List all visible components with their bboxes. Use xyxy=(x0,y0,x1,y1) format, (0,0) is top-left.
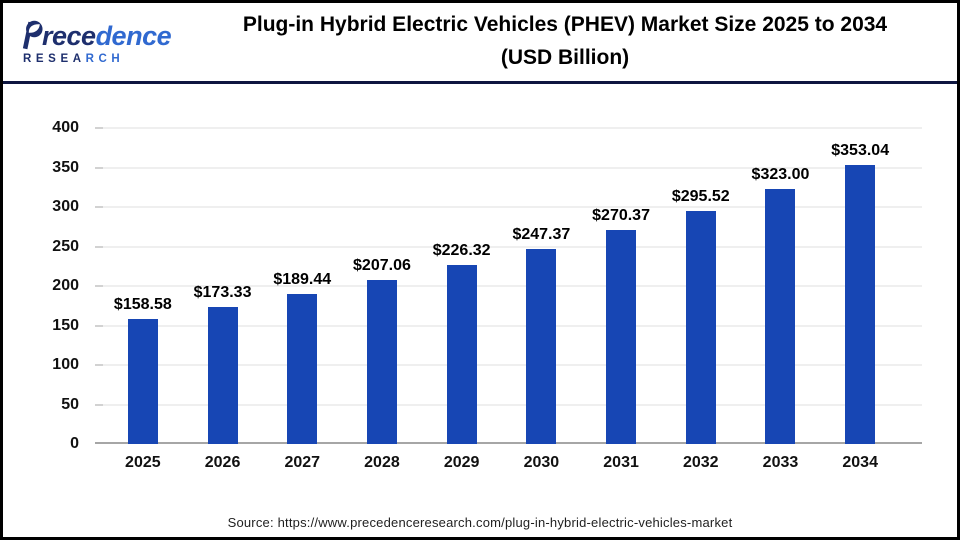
y-axis-tick-label: 300 xyxy=(52,198,79,215)
bar-2030 xyxy=(526,248,557,444)
bar-2031 xyxy=(606,230,637,444)
bar-column: $173.33 xyxy=(183,128,263,444)
bar-2032 xyxy=(685,210,716,444)
chart-title-line1: Plug-in Hybrid Electric Vehicles (PHEV) … xyxy=(242,13,888,37)
bar-column: $295.52 xyxy=(661,128,741,444)
x-axis-tick-label: 2034 xyxy=(842,454,878,471)
gridline xyxy=(95,206,922,208)
bar-column: $226.32 xyxy=(422,128,502,444)
bar-2027 xyxy=(287,294,318,444)
x-axis-tick-label: 2033 xyxy=(762,454,799,471)
bar-value-label: $158.58 xyxy=(113,295,172,313)
bar-value-label: $247.37 xyxy=(512,225,571,243)
logo-word-dark: rece xyxy=(42,20,96,51)
x-axis-tick-label: 2031 xyxy=(603,454,639,471)
gridline xyxy=(95,285,922,287)
y-axis-tick-label: 250 xyxy=(52,237,79,255)
logo-sub-dark: RESEA xyxy=(23,52,86,65)
x-axis-tick-label: 2030 xyxy=(523,454,560,471)
x-axis-tick-label: 2025 xyxy=(125,454,161,471)
bar-2028 xyxy=(366,280,397,444)
gridline xyxy=(95,364,922,366)
header-divider xyxy=(3,81,957,84)
gridline xyxy=(95,127,922,129)
x-axis-tick-label: 2028 xyxy=(364,454,400,471)
logo-word-blue: dence xyxy=(95,20,172,51)
logo-sub-blue: RCH xyxy=(85,52,125,65)
y-axis-tick-label: 100 xyxy=(52,356,79,373)
logo-subtitle: RESEARCH xyxy=(21,53,189,65)
chart-title-line2: (USD Billion) xyxy=(500,46,630,69)
bar-2033 xyxy=(765,188,796,444)
bar-2029 xyxy=(446,265,477,444)
x-axis-labels: 2025 2026 2027 2028 2029 2030 2031 2032 2033 2034 xyxy=(103,454,900,472)
bar-column: $353.04 xyxy=(820,128,900,444)
bar-value-label: $226.32 xyxy=(432,242,491,260)
bar-chart: $158.58 $173.33 $189.44 $207.06 $226.32 $247.… xyxy=(3,84,957,472)
logo-wordmark: rece dence xyxy=(21,20,189,50)
header: rece dence RESEARCH Plug-in Hybrid Electr… xyxy=(3,3,957,81)
y-axis-tick-label: 200 xyxy=(52,277,79,294)
gridline xyxy=(95,245,922,248)
source-attribution: Source: https://www.precedenceresearch.c… xyxy=(227,515,733,530)
x-axis-tick-label: 2032 xyxy=(682,454,719,471)
bar-value-label: $353.04 xyxy=(831,142,890,160)
bar-2034 xyxy=(845,165,876,444)
bar-value-label: $295.52 xyxy=(671,187,730,205)
bars-container: $158.58 $173.33 $189.44 $207.06 $226.32 $247.… xyxy=(103,128,900,444)
x-axis-tick-label: 2029 xyxy=(443,454,480,471)
plot-area: $158.58 $173.33 $189.44 $207.06 $226.32 $247.… xyxy=(52,120,927,452)
bar-column: $323.00 xyxy=(741,128,821,444)
gridline xyxy=(95,166,922,169)
gridline xyxy=(95,324,922,327)
bar-column: $270.37 xyxy=(581,128,661,444)
y-axis-tick-label: 400 xyxy=(52,119,79,136)
y-axis-tick-label: 0 xyxy=(70,435,79,452)
bar-2026 xyxy=(207,307,238,444)
gridline xyxy=(95,403,922,406)
bar-2025 xyxy=(127,318,158,444)
bar-value-label: $323.00 xyxy=(751,165,810,183)
bar-value-label: $189.44 xyxy=(273,271,332,289)
y-axis-tick-label: 50 xyxy=(61,395,79,413)
x-axis-baseline xyxy=(95,442,922,444)
x-axis-tick-label: 2027 xyxy=(284,454,321,471)
bar-column: $158.58 xyxy=(103,128,183,444)
bar-value-label: $207.06 xyxy=(353,257,411,275)
logo-leaf-p-icon xyxy=(22,20,43,49)
bar-value-label: $173.33 xyxy=(193,284,252,302)
bar-column: $247.37 xyxy=(502,128,582,444)
x-axis-tick-label: 2026 xyxy=(204,454,241,471)
precedence-research-logo: rece dence RESEARCH xyxy=(21,20,189,65)
bar-value-label: $270.37 xyxy=(592,207,650,225)
chart-title: Plug-in Hybrid Electric Vehicles (PHEV) … xyxy=(189,9,947,74)
y-axis-tick-label: 150 xyxy=(52,316,79,334)
bar-column: $189.44 xyxy=(262,128,342,444)
bar-column: $207.06 xyxy=(342,128,422,444)
y-axis-tick-label: 350 xyxy=(52,158,79,176)
